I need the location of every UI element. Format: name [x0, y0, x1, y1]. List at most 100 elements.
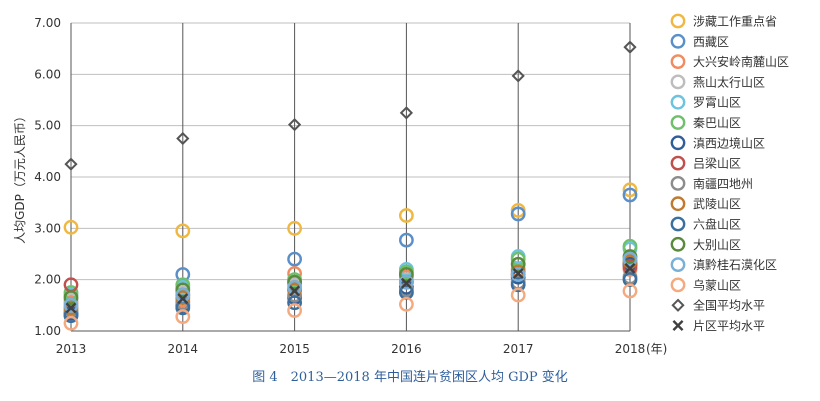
data-point-diamond — [399, 106, 414, 120]
data-point-circle — [287, 279, 302, 295]
legend-item: 滇黔桂石漠化区 — [670, 257, 777, 272]
legend-item: 南疆四地州 — [670, 175, 753, 191]
data-point-circle — [510, 287, 526, 303]
legend-item: 罗霄山区 — [670, 94, 741, 110]
legend-label: 大别山区 — [693, 238, 741, 252]
legend-marker — [672, 320, 684, 331]
legend-label: 六盘山区 — [693, 217, 741, 232]
data-point-circle — [510, 277, 526, 293]
legend-marker — [670, 257, 686, 272]
data-point-circle — [622, 182, 638, 198]
legend-marker — [670, 277, 686, 293]
figure-caption: 图 4 2013—2018 年中国连片贫困区人均 GDP 变化 — [252, 370, 568, 385]
y-tick-label: 6.00 — [34, 67, 61, 81]
legend-item: 涉藏工作重点省 — [670, 13, 777, 29]
data-point-diamond — [64, 157, 78, 171]
y-axis-label: 人均GDP（万元人民币） — [13, 110, 27, 244]
legend-item: 燕山太行山区 — [670, 74, 765, 90]
data-point-circle — [398, 274, 414, 290]
data-point-circle — [175, 309, 191, 325]
data-point-circle — [63, 219, 79, 235]
legend-marker — [670, 94, 686, 110]
data-point-circle — [287, 303, 302, 318]
legend-marker — [670, 196, 686, 212]
data-point-circle — [63, 297, 79, 313]
y-tick-label: 4.00 — [34, 170, 61, 184]
legend-item: 吕梁山区 — [670, 155, 741, 171]
data-point-circle — [622, 251, 638, 267]
legend-label: 全国平均水平 — [693, 298, 765, 313]
legend-item: 武陵山区 — [670, 196, 741, 212]
legend-marker — [670, 175, 686, 191]
y-tick-label: 2.00 — [34, 273, 61, 287]
data-point-circle — [510, 256, 526, 272]
data-point-circle — [287, 220, 302, 236]
legend-item: 大别山区 — [670, 236, 741, 252]
legend-marker — [670, 54, 686, 69]
legend-item: 全国平均水平 — [671, 298, 765, 313]
legend-label: 吕梁山区 — [693, 156, 741, 171]
data-point-circle — [510, 267, 526, 282]
data-point-circle — [63, 315, 79, 331]
data-point-circle — [175, 282, 191, 298]
data-point-x — [512, 268, 524, 279]
legend: 涉藏工作重点省西藏区大兴安岭南麓山区燕山太行山区罗霄山区秦巴山区滇西边境山区吕梁… — [670, 13, 789, 333]
legend-marker — [670, 13, 686, 29]
data-point-diamond — [623, 40, 637, 54]
data-point-circle — [175, 223, 191, 239]
data-point-diamond — [287, 118, 302, 132]
legend-item: 秦巴山区 — [670, 115, 741, 130]
x-tick-label: 2013 — [56, 342, 87, 356]
data-point-circle — [287, 295, 302, 311]
axes: 1.00 2.00 3.00 4.00 5.00 6.00 7.00 2013 2014 2015… — [13, 16, 667, 356]
data-point-circle — [510, 206, 526, 222]
legend-marker — [670, 155, 686, 171]
data-point-circle — [63, 290, 79, 306]
data-point-x — [177, 293, 189, 305]
data-point-x — [65, 302, 77, 314]
legend-label: 涉藏工作重点省 — [693, 15, 777, 29]
legend-marker — [670, 33, 686, 49]
x-tick-label: 2016 — [391, 342, 422, 356]
legend-item: 乌蒙山区 — [670, 277, 741, 293]
legend-label: 大兴安岭南麓山区 — [693, 54, 789, 69]
grid — [71, 22, 630, 332]
legend-item: 西藏区 — [670, 33, 729, 49]
data-point-x — [289, 285, 301, 297]
data-point-circle — [622, 283, 638, 299]
data-point-circle — [622, 187, 638, 203]
legend-label: 武陵山区 — [693, 197, 741, 211]
legend-item: 滇西边境山区 — [670, 135, 765, 151]
legend-item: 片区平均水平 — [672, 319, 765, 333]
y-tick-label: 1.00 — [34, 324, 61, 338]
legend-label: 南疆四地州 — [693, 176, 753, 191]
x-axis-label: (年) — [646, 342, 667, 356]
legend-marker — [670, 74, 686, 90]
x-tick-label: 2018 — [615, 342, 646, 356]
legend-label: 秦巴山区 — [693, 116, 741, 130]
data-point-x — [400, 277, 412, 289]
data-point-diamond — [176, 131, 190, 146]
data-point-circle — [398, 232, 414, 248]
legend-label: 乌蒙山区 — [693, 277, 741, 292]
legend-label: 西藏区 — [693, 35, 729, 49]
data-point-circle — [287, 274, 302, 290]
data-point-circle — [287, 251, 302, 267]
data-point-diamond — [511, 69, 525, 83]
legend-marker — [670, 216, 686, 232]
legend-marker — [670, 236, 686, 252]
data-point-circle — [175, 287, 191, 303]
x-tick-label: 2014 — [168, 342, 199, 356]
legend-item: 六盘山区 — [670, 216, 741, 232]
y-tick-label: 5.00 — [34, 119, 61, 133]
data-marks — [63, 40, 638, 331]
y-tick-label: 7.00 — [34, 16, 61, 30]
legend-marker — [670, 135, 686, 151]
legend-label: 燕山太行山区 — [693, 74, 765, 89]
legend-marker — [670, 115, 686, 130]
data-point-circle — [398, 208, 414, 223]
data-point-x — [624, 262, 636, 274]
y-tick-label: 3.00 — [34, 221, 61, 235]
x-tick-label: 2017 — [503, 342, 534, 356]
